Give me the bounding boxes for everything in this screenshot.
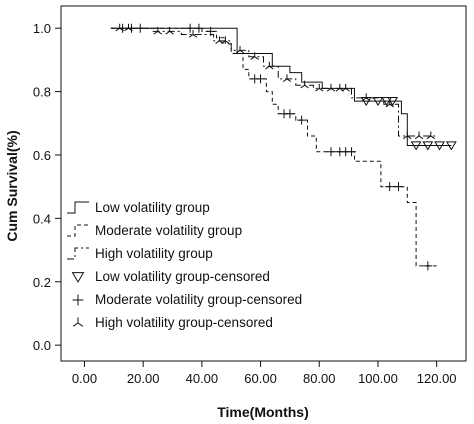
series-3 [110,23,437,140]
legend-symbol-6 [72,317,84,327]
legend-item-2: Moderate volatility group [67,223,242,238]
series-3-censor-mark-14 [326,83,336,92]
legend-label-1: Low volatility group [95,200,210,215]
y-axis-title: Cum Survival(%) [4,130,20,241]
series-1-censor-mark-3 [381,96,393,107]
series-3-censor-mark-12 [300,80,309,89]
series-1-censor-mark-5 [410,141,422,151]
x-tick-label-7: 120.00 [417,371,457,386]
series-3-censor-mark-5 [188,30,198,38]
legend-item-3: High volatility group [67,246,213,261]
legend-item-6: High volatility group-censored [72,315,273,330]
series-2-censor-mark-18 [423,261,433,271]
legend-symbol-4 [71,272,85,283]
series-2-censor-mark-8 [256,74,266,84]
x-tick-label-5: 80.00 [303,371,336,386]
series-1-censor-mark-8 [445,141,457,151]
tick-layer: 0.00 20.00 40.00 60.00 80.00 100.00 120.00 0.0 0… [33,21,457,386]
series-3-censor-mark-13 [315,83,324,92]
series-3-censor-mark-4 [165,26,174,35]
series-1-censor-mark-2 [372,96,384,107]
series-2-censor-mark-12 [326,147,336,157]
x-tick-label-3: 40.00 [186,371,219,386]
y-tick-label-4: 0.6 [33,148,51,163]
series-3-censor-mark-16 [341,83,350,92]
legend-swatch-3 [67,247,89,260]
series-1-censor-mark-1 [360,96,372,107]
x-axis-title: Time(Months) [217,404,309,420]
x-tick-label-2: 20.00 [127,371,160,386]
series-1-censor-mark-7 [434,141,445,151]
legend-label-6: High volatility group-censored [95,315,273,330]
y-tick-label-6: 1.0 [33,21,51,36]
y-tick-label-1: 0.0 [33,338,51,353]
series-3-censor-mark-9 [250,52,259,60]
series-2-censor-mark-16 [385,182,395,192]
legend-swatch-1 [67,201,89,214]
legend: Low volatility group Moderate volatility … [67,200,302,330]
legend-item-1: Low volatility group [67,200,210,215]
series-3-censor-mark-11 [282,74,292,83]
x-tick-label-6: 100.00 [358,371,398,386]
series-2-censor-mark-15 [347,147,357,157]
series-1-censor-mark-6 [422,141,434,151]
x-tick-label-1: 0.00 [72,371,97,386]
series-1 [110,27,457,151]
series-2-censor-mark-11 [297,115,307,125]
y-tick-label-2: 0.2 [33,275,51,290]
series-3-censor-mark-3 [153,26,163,35]
y-tick-label-5: 0.8 [33,85,51,100]
series-3-censor-mark-20 [414,131,424,140]
legend-swatch-2 [67,224,89,237]
legend-item-4: Low volatility group-censored [71,269,270,284]
series-3-censor-mark-21 [426,131,435,140]
series-2-censor-mark-17 [394,182,403,192]
series-2-censor-mark-10 [285,109,295,119]
series-2-line [110,27,437,267]
series-1-censor-mark-4 [387,96,399,107]
legend-label-3: High volatility group [95,246,213,261]
x-tick-label-4: 60.00 [244,371,277,386]
legend-label-5: Moderate volatility group-censored [95,292,302,307]
legend-label-4: Low volatility group-censored [95,269,270,284]
plot-frame [60,5,467,362]
series-3-censor-mark-10 [265,61,274,70]
legend-symbol-5 [72,294,84,306]
legend-item-5: Moderate volatility group-censored [72,292,302,307]
y-tick-label-3: 0.4 [33,211,51,226]
series-1-line [110,27,452,146]
plot-layer [110,23,457,271]
series-3-line [110,27,437,137]
legend-label-2: Moderate volatility group [95,223,242,238]
